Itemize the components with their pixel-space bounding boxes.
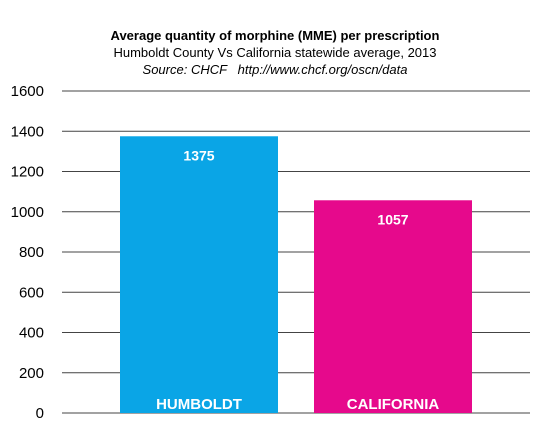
y-axis-tick-labels: 0 200 400 600 800 1000 1200 1400 1600 <box>11 83 44 422</box>
bar-california <box>314 200 472 413</box>
y-tick-label: 800 <box>19 244 44 261</box>
bar-labels: 1375 HUMBOLDT 1057 CALIFORNIA <box>156 147 439 413</box>
bars <box>120 136 472 413</box>
chart-source: Source: CHCF http://www.chcf.org/oscn/da… <box>142 62 408 77</box>
y-tick-label: 1400 <box>11 123 44 140</box>
bar-humboldt <box>120 136 278 413</box>
category-label-california: CALIFORNIA <box>347 396 440 413</box>
y-tick-label: 0 <box>36 405 44 422</box>
chart-subtitle: Humboldt County Vs California statewide … <box>113 45 437 60</box>
data-label-humboldt: 1375 <box>183 147 214 163</box>
y-tick-label: 400 <box>19 325 44 342</box>
y-tick-label: 1600 <box>11 83 44 100</box>
chart-title: Average quantity of morphine (MME) per p… <box>110 28 440 43</box>
y-tick-label: 1000 <box>11 204 44 221</box>
category-label-humboldt: HUMBOLDT <box>156 396 242 413</box>
y-tick-label: 200 <box>19 365 44 382</box>
y-tick-label: 1200 <box>11 164 44 181</box>
y-tick-label: 600 <box>19 284 44 301</box>
data-label-california: 1057 <box>377 211 408 227</box>
